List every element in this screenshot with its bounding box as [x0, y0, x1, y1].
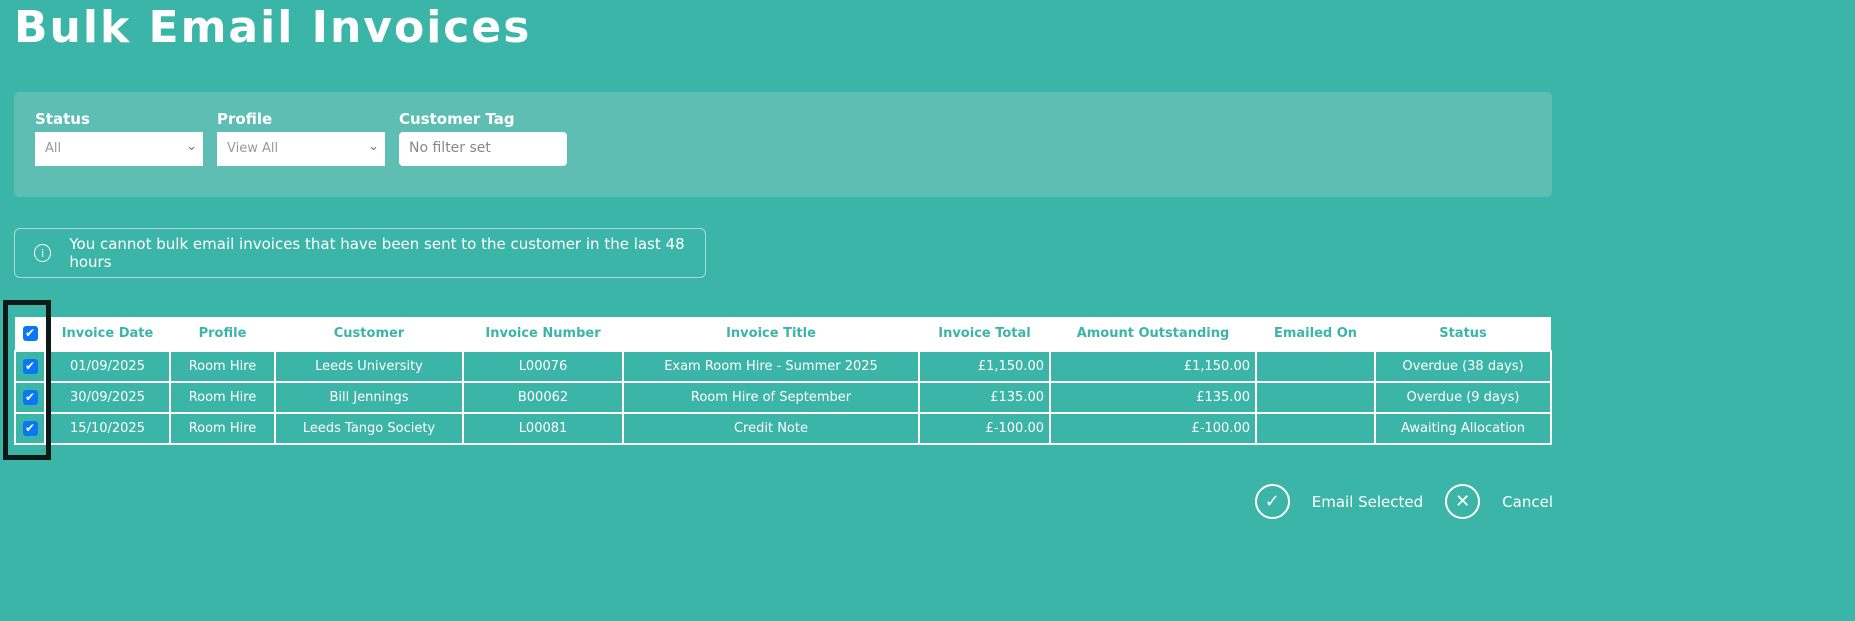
- cell-outstanding: £135.00: [1049, 381, 1257, 414]
- select-all-cell: ✔: [15, 317, 45, 351]
- cell-date: 30/09/2025: [44, 381, 171, 414]
- cancel-label: Cancel: [1502, 492, 1553, 511]
- email-selected-label: Email Selected: [1311, 492, 1424, 511]
- row-select-cell: ✔: [14, 412, 46, 445]
- cell-status: Awaiting Allocation: [1374, 412, 1552, 445]
- cell-emailed: [1255, 412, 1376, 445]
- cell-profile: Room Hire: [169, 381, 276, 414]
- cell-customer: Leeds University: [274, 350, 464, 383]
- customer-tag-filter: Customer Tag No filter set: [399, 110, 567, 166]
- row-select-cell: ✔: [14, 381, 46, 414]
- profile-select[interactable]: View All ⌄: [217, 132, 385, 166]
- col-header[interactable]: Amount Outstanding: [1050, 317, 1256, 351]
- row-checkbox[interactable]: ✔: [22, 390, 38, 405]
- col-header[interactable]: Invoice Title: [623, 317, 919, 351]
- cell-total: £135.00: [918, 381, 1051, 414]
- page-title: Bulk Email Invoices: [14, 2, 532, 53]
- cell-status: Overdue (38 days): [1374, 350, 1552, 383]
- cell-number: L00081: [462, 412, 624, 445]
- cell-profile: Room Hire: [169, 412, 276, 445]
- cell-customer: Bill Jennings: [274, 381, 464, 414]
- filter-panel: Status All ⌄ Profile View All ⌄ Customer T…: [14, 92, 1552, 197]
- customer-tag-label: Customer Tag: [399, 110, 515, 128]
- info-notice: i You cannot bulk email invoices that ha…: [14, 228, 706, 278]
- notice-text: You cannot bulk email invoices that have…: [69, 235, 685, 271]
- col-header[interactable]: Invoice Number: [463, 317, 623, 351]
- action-bar: ✓ Email Selected ✕ Cancel: [1233, 484, 1553, 519]
- status-label: Status: [35, 110, 90, 128]
- select-all-checkbox[interactable]: ✔: [22, 326, 38, 341]
- cell-title: Room Hire of September: [622, 381, 920, 414]
- cell-date: 15/10/2025: [44, 412, 171, 445]
- col-header[interactable]: Profile: [170, 317, 275, 351]
- chevron-down-icon: ⌄: [368, 139, 379, 154]
- cell-number: B00062: [462, 381, 624, 414]
- cell-outstanding: £1,150.00: [1049, 350, 1257, 383]
- profile-label: Profile: [217, 110, 273, 128]
- status-filter: Status All ⌄: [35, 110, 203, 166]
- email-selected-button[interactable]: ✓ Email Selected: [1254, 484, 1424, 519]
- check-circle-icon: ✓: [1254, 484, 1290, 519]
- col-header[interactable]: Invoice Total: [919, 317, 1050, 351]
- row-checkbox[interactable]: ✔: [22, 421, 38, 436]
- cell-emailed: [1255, 350, 1376, 383]
- close-circle-icon: ✕: [1445, 484, 1481, 519]
- info-icon: i: [34, 244, 52, 262]
- status-select[interactable]: All ⌄: [35, 132, 203, 166]
- table-header: ✔ Invoice Date Profile Customer Invoice …: [15, 317, 1551, 351]
- chevron-down-icon: ⌄: [186, 139, 197, 154]
- cell-status: Overdue (9 days): [1374, 381, 1552, 414]
- cell-date: 01/09/2025: [44, 350, 171, 383]
- table-row: ✔ 01/09/2025 Room Hire Leeds University L000…: [14, 350, 1552, 383]
- col-header[interactable]: Status: [1375, 317, 1551, 351]
- col-header[interactable]: Invoice Date: [45, 317, 170, 351]
- cell-profile: Room Hire: [169, 350, 276, 383]
- cell-total: £-100.00: [918, 412, 1051, 445]
- col-header[interactable]: Emailed On: [1256, 317, 1375, 351]
- cell-title: Credit Note: [622, 412, 920, 445]
- row-select-cell: ✔: [14, 350, 46, 383]
- cancel-button[interactable]: ✕ Cancel: [1445, 484, 1553, 519]
- row-checkbox[interactable]: ✔: [22, 359, 38, 374]
- table-row: ✔ 15/10/2025 Room Hire Leeds Tango Society L…: [14, 412, 1552, 445]
- invoice-table: ✔ Invoice Date Profile Customer Invoice …: [14, 317, 1552, 445]
- cell-emailed: [1255, 381, 1376, 414]
- table-row: ✔ 30/09/2025 Room Hire Bill Jennings B00062 R…: [14, 381, 1552, 414]
- cell-customer: Leeds Tango Society: [274, 412, 464, 445]
- status-value: All: [45, 141, 62, 156]
- cell-total: £1,150.00: [918, 350, 1051, 383]
- cell-outstanding: £-100.00: [1049, 412, 1257, 445]
- profile-value: View All: [227, 141, 279, 156]
- profile-filter: Profile View All ⌄: [217, 110, 385, 166]
- col-header[interactable]: Customer: [275, 317, 463, 351]
- cell-title: Exam Room Hire - Summer 2025: [622, 350, 920, 383]
- checkbox-column-highlight: [3, 300, 51, 460]
- customer-tag-input[interactable]: No filter set: [399, 132, 567, 166]
- cell-number: L00076: [462, 350, 624, 383]
